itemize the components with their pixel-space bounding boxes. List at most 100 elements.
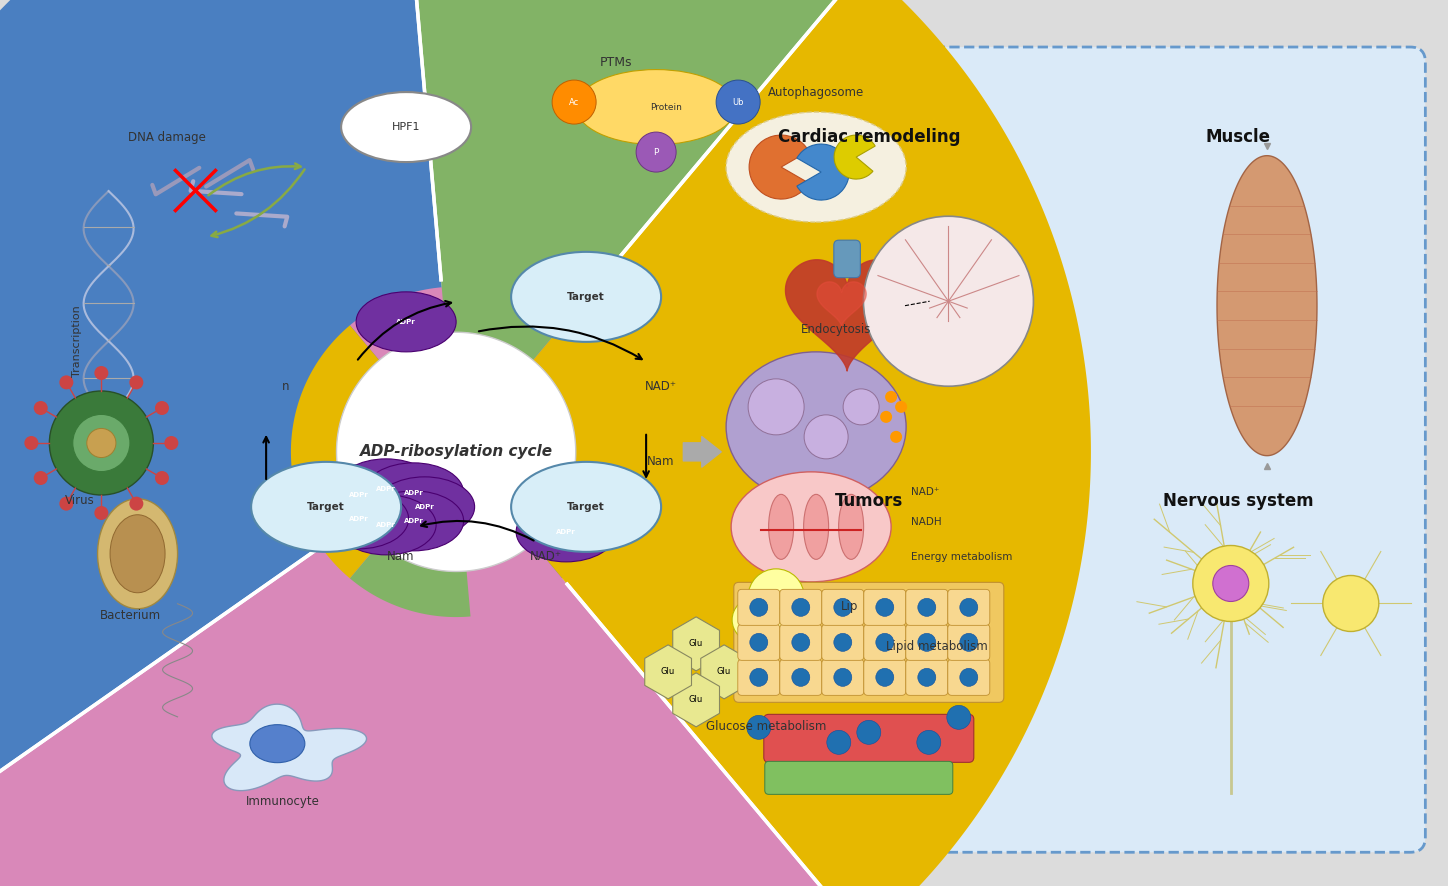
- Ellipse shape: [725, 352, 906, 501]
- Text: ADPr: ADPr: [404, 517, 423, 524]
- Polygon shape: [673, 617, 720, 671]
- Text: Lipid metabolism: Lipid metabolism: [886, 641, 988, 653]
- Circle shape: [834, 668, 851, 687]
- Polygon shape: [673, 672, 720, 727]
- FancyArrowPatch shape: [683, 437, 721, 467]
- Circle shape: [876, 598, 893, 617]
- FancyBboxPatch shape: [780, 659, 822, 696]
- Polygon shape: [211, 704, 366, 790]
- Ellipse shape: [725, 112, 906, 222]
- Polygon shape: [284, 280, 621, 617]
- Polygon shape: [644, 645, 692, 699]
- FancyBboxPatch shape: [906, 589, 948, 626]
- Circle shape: [59, 376, 74, 389]
- Polygon shape: [817, 282, 866, 326]
- Text: Glu: Glu: [689, 640, 704, 649]
- Circle shape: [155, 401, 169, 415]
- Text: Bacterium: Bacterium: [100, 610, 161, 622]
- Polygon shape: [0, 287, 864, 886]
- Polygon shape: [0, 0, 621, 816]
- Circle shape: [25, 436, 38, 450]
- Text: ADPr: ADPr: [404, 490, 423, 496]
- FancyBboxPatch shape: [864, 589, 906, 626]
- Ellipse shape: [769, 494, 794, 559]
- Ellipse shape: [356, 291, 456, 352]
- Text: NADH: NADH: [911, 517, 941, 527]
- Text: Glucose metabolism: Glucose metabolism: [707, 720, 827, 734]
- Ellipse shape: [97, 499, 178, 609]
- Text: NAD⁺: NAD⁺: [530, 550, 562, 563]
- Ellipse shape: [363, 491, 463, 551]
- Text: Glu: Glu: [660, 667, 675, 676]
- Ellipse shape: [342, 92, 471, 162]
- Circle shape: [834, 598, 851, 617]
- Ellipse shape: [731, 472, 891, 582]
- Text: Virus: Virus: [65, 494, 94, 507]
- Text: Nervous system: Nervous system: [1163, 492, 1313, 509]
- FancyBboxPatch shape: [834, 240, 860, 277]
- Text: ADPr: ADPr: [349, 492, 368, 498]
- Circle shape: [960, 598, 977, 617]
- Text: n: n: [282, 380, 290, 393]
- Text: ADPr: ADPr: [556, 529, 576, 535]
- Text: HPF1: HPF1: [392, 122, 420, 132]
- Circle shape: [750, 633, 767, 651]
- Ellipse shape: [110, 515, 165, 593]
- Circle shape: [876, 668, 893, 687]
- FancyBboxPatch shape: [948, 589, 990, 626]
- FancyBboxPatch shape: [712, 47, 1425, 852]
- Wedge shape: [796, 144, 849, 200]
- Text: NAD⁺: NAD⁺: [911, 487, 940, 497]
- Circle shape: [59, 497, 74, 510]
- Circle shape: [918, 668, 935, 687]
- Circle shape: [749, 379, 804, 435]
- Text: Endocytosis: Endocytosis: [801, 323, 872, 337]
- Text: Glu: Glu: [689, 696, 704, 704]
- FancyBboxPatch shape: [822, 659, 864, 696]
- Circle shape: [165, 436, 178, 450]
- Polygon shape: [350, 279, 568, 617]
- Polygon shape: [291, 0, 1090, 886]
- Text: Nam: Nam: [388, 550, 416, 563]
- FancyBboxPatch shape: [765, 761, 953, 795]
- Circle shape: [747, 715, 770, 739]
- Circle shape: [917, 730, 941, 754]
- FancyBboxPatch shape: [738, 625, 780, 660]
- Circle shape: [750, 668, 767, 687]
- Circle shape: [72, 415, 130, 471]
- Circle shape: [960, 668, 977, 687]
- Circle shape: [733, 598, 776, 641]
- Text: Target: Target: [307, 501, 345, 512]
- Circle shape: [129, 497, 143, 510]
- Circle shape: [960, 633, 977, 651]
- Text: DNA damage: DNA damage: [127, 131, 206, 144]
- Ellipse shape: [804, 494, 828, 559]
- Circle shape: [804, 415, 849, 459]
- Circle shape: [843, 389, 879, 425]
- Circle shape: [895, 400, 906, 413]
- Polygon shape: [291, 320, 628, 584]
- Circle shape: [94, 366, 109, 380]
- Text: Immunocyte: Immunocyte: [245, 796, 320, 808]
- Text: ADPr: ADPr: [349, 516, 368, 522]
- FancyBboxPatch shape: [763, 714, 975, 762]
- Polygon shape: [314, 287, 591, 625]
- Wedge shape: [834, 135, 875, 179]
- Text: Ac: Ac: [569, 97, 579, 106]
- Ellipse shape: [308, 489, 408, 548]
- Circle shape: [792, 668, 809, 687]
- Circle shape: [792, 598, 809, 617]
- Ellipse shape: [515, 501, 615, 562]
- FancyBboxPatch shape: [906, 659, 948, 696]
- FancyBboxPatch shape: [738, 659, 780, 696]
- Polygon shape: [785, 260, 909, 371]
- Circle shape: [880, 411, 892, 423]
- Ellipse shape: [251, 725, 306, 763]
- Circle shape: [891, 431, 902, 443]
- Circle shape: [1213, 565, 1248, 602]
- Text: Autophagosome: Autophagosome: [767, 86, 864, 98]
- Circle shape: [155, 471, 169, 485]
- Text: Energy metabolism: Energy metabolism: [911, 552, 1012, 562]
- Circle shape: [1193, 546, 1268, 621]
- FancyBboxPatch shape: [780, 625, 822, 660]
